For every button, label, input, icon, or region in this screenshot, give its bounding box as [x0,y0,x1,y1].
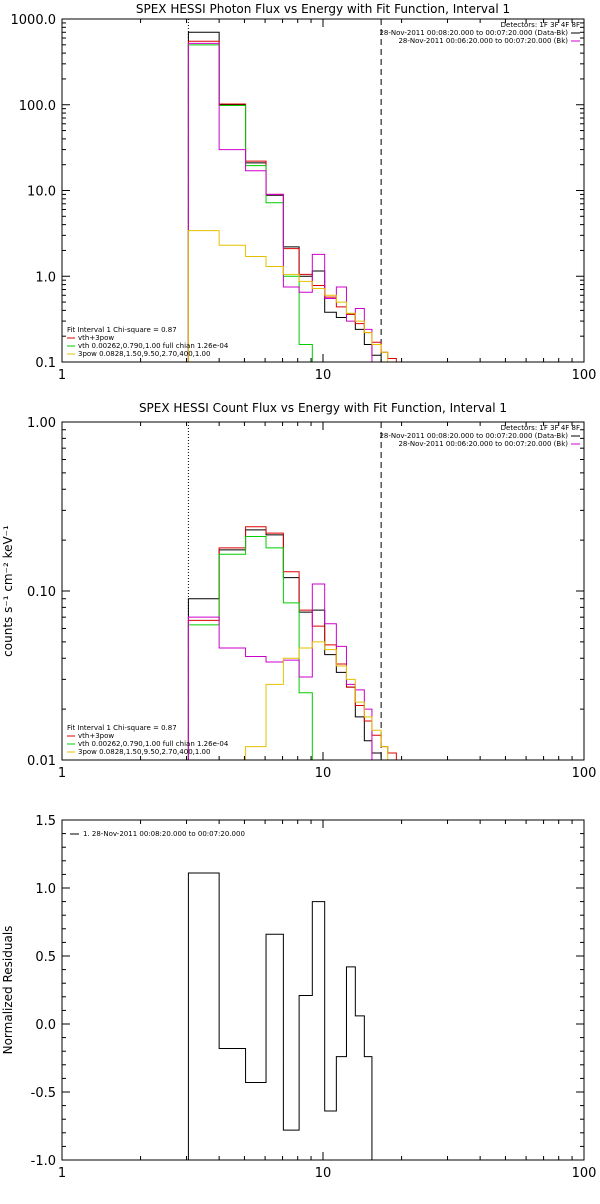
plot-frame [61,18,585,363]
y-tick-label: 10.0 [27,185,56,200]
plot-frame [61,819,585,1161]
y-axis-label: counts s⁻¹ cm⁻² keV⁻¹ [1,525,15,657]
series-3-histogram [187,44,313,362]
chart-panel-3: Normalized Residuals 1 10 100 -1.0 -0.5 0.0 0.5… [1,814,596,1181]
legend-entry: Detectors: 1F 3F 4F 8F [501,424,580,432]
y-tick-label: 0.10 [27,585,56,600]
legend-entry: 3pow 0.0828,1.50,9.50,2.70,400,1.00 [78,748,210,756]
series-4-histogram [187,42,373,362]
y-tick-label: 0.5 [35,950,56,965]
legend-entry: vth+3pow [78,732,114,740]
plot-area [187,526,404,760]
legend-entry: Detectors: 1F 3F 4F 8F [501,21,580,29]
legend-entry: 28-Nov-2011 00:06:20.000 to 00:07:20.000… [398,440,568,448]
y-tick-label: 0.0 [35,1018,56,1033]
y-axis-label: Normalized Residuals [1,926,15,1055]
y-tick-label: -1.0 [31,1154,56,1169]
legend-entry: 28-Nov-2011 00:06:20.000 to 00:07:20.000… [398,37,568,45]
legend-entry: vth+3pow [78,334,114,342]
plot-area [187,31,397,362]
legend-entry: 3pow 0.0828,1.50,9.50,2.70,400,1.00 [78,350,210,358]
chart-panel-1: SPEX HESSI Photon Flux vs Energy with Fi… [11,2,597,383]
chart-title: SPEX HESSI Count Flux vs Energy with Fit… [139,401,507,415]
legend-entry: Fit Interval 1 Chi-square = 0.87 [67,326,177,334]
chart-title: SPEX HESSI Photon Flux vs Energy with Fi… [136,2,510,16]
y-tick-label: 100.0 [19,99,56,114]
x-tick-label: 1 [58,766,66,781]
x-tick-label: 10 [315,766,332,781]
series-3-histogram [187,536,326,760]
y-tick-label: 0.01 [27,754,56,769]
series-4-histogram [187,583,373,760]
legend-entry: 28-Nov-2011 00:08:20.000 to 00:07:20.000… [379,29,568,37]
x-tick-label: 100 [572,1166,597,1181]
x-tick-label: 10 [315,368,332,383]
chart-panel-2: SPEX HESSI Count Flux vs Energy with Fit… [1,401,597,781]
plot-area [187,872,373,1160]
x-tick-label: 100 [572,368,597,383]
legend-entry: 1. 28-Nov-2011 00:08:20.000 to 00:07:20.… [83,830,245,838]
plot-frame [61,421,585,761]
series-1-histogram [187,31,382,362]
y-tick-label: 1.0 [35,270,56,285]
x-tick-label: 100 [572,766,597,781]
series-1-histogram [187,872,373,1160]
y-tick-label: -0.5 [31,1086,56,1101]
legend-entry: vth 0.00262,0.790,1.00 full chian 1.26e-… [78,740,229,748]
x-tick-label: 1 [58,368,66,383]
y-tick-label: 1000.0 [11,13,57,28]
legend-entry: 28-Nov-2011 00:08:20.000 to 00:07:20.000… [379,432,568,440]
legend-entry: vth 0.00262,0.790,1.00 full chian 1.26e-… [78,342,229,350]
y-tick-label: 1.0 [35,882,56,897]
series-5-histogram [245,641,397,760]
x-tick-label: 1 [58,1166,66,1181]
y-tick-label: 0.1 [35,356,56,371]
y-tick-label: 1.00 [27,416,56,431]
series-5-histogram [187,230,397,362]
legend-entry: Fit Interval 1 Chi-square = 0.87 [67,724,177,732]
x-tick-label: 10 [315,1166,332,1181]
series-2-histogram [187,40,397,362]
y-tick-label: 1.5 [35,814,56,829]
